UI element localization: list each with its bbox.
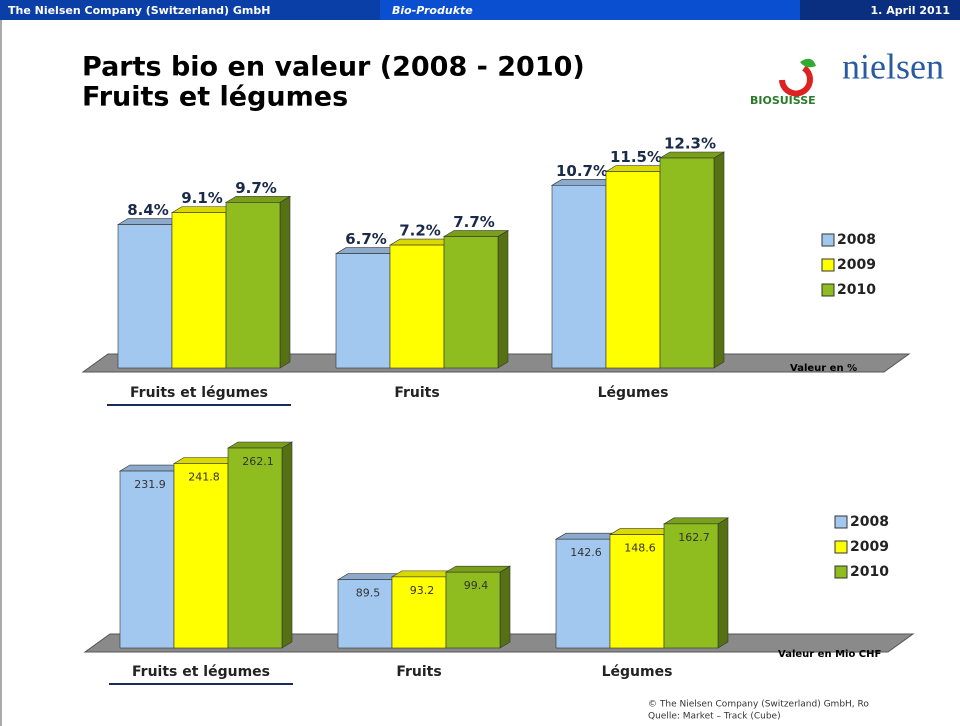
nielsen-logo: nielsen xyxy=(842,46,944,86)
value-label: 231.9 xyxy=(134,478,166,491)
legend-swatch xyxy=(821,233,835,247)
header-left xyxy=(0,0,380,20)
value-label: 8.4% xyxy=(127,201,169,219)
footer-line: © The Nielsen Company (Switzerland) GmbH… xyxy=(648,700,869,710)
category-label: Fruits xyxy=(396,664,441,680)
bar xyxy=(335,253,391,369)
bar xyxy=(551,185,607,369)
bar xyxy=(443,236,499,369)
bar xyxy=(605,171,661,369)
value-label: 12.3% xyxy=(664,135,716,153)
axis-label: Valeur en % xyxy=(790,363,857,374)
header-right xyxy=(800,0,960,20)
value-label: 162.7 xyxy=(678,531,710,544)
biosuisse-logo: BIOSUISSE xyxy=(750,94,816,107)
bar-side xyxy=(279,195,291,369)
value-label: 7.2% xyxy=(399,222,441,240)
bar-side xyxy=(499,565,511,649)
legend-label: 2010 xyxy=(837,282,876,298)
legend-label: 2008 xyxy=(837,232,876,248)
bar-top xyxy=(224,196,292,203)
bar xyxy=(659,157,715,369)
bar-side xyxy=(717,517,729,649)
bar-side xyxy=(497,230,509,369)
legend-swatch xyxy=(821,283,835,297)
category-label: Légumes xyxy=(598,385,669,401)
header-company: The Nielsen Company (Switzerland) GmbH xyxy=(8,4,270,17)
legend-swatch xyxy=(834,565,848,579)
value-label: 262.1 xyxy=(242,455,274,468)
header-section: Bio-Produkte xyxy=(392,4,473,17)
value-label: 9.7% xyxy=(235,179,277,197)
bar xyxy=(445,571,501,649)
value-label: 9.1% xyxy=(181,189,223,207)
legend-label: 2009 xyxy=(837,257,876,273)
bar xyxy=(389,244,445,369)
bar xyxy=(555,538,611,649)
bar xyxy=(173,463,229,649)
category-label: Fruits et légumes xyxy=(130,385,268,401)
bar-side xyxy=(281,441,293,649)
value-label: 89.5 xyxy=(356,587,381,600)
bar-top xyxy=(662,517,730,525)
value-label: 241.8 xyxy=(188,470,220,483)
axis-label: Valeur en Mio CHF xyxy=(778,649,881,660)
category-label: Légumes xyxy=(602,664,673,680)
bar xyxy=(117,224,173,369)
value-label: 93.2 xyxy=(410,584,435,597)
value-label: 148.6 xyxy=(624,542,656,555)
bar-top xyxy=(658,151,726,159)
bar-top xyxy=(444,565,512,573)
bio-logo-leaf xyxy=(800,58,816,68)
header-date: 1. April 2011 xyxy=(871,4,950,17)
category-label: Fruits et légumes xyxy=(132,664,270,680)
bar xyxy=(609,534,665,649)
bar xyxy=(171,212,227,369)
value-label: 7.7% xyxy=(453,213,495,231)
value-label: 6.7% xyxy=(345,230,387,248)
title-line: Parts bio en valeur (2008 - 2010) xyxy=(82,52,585,83)
footer-line: Quelle: Market – Track (Cube) xyxy=(648,712,781,722)
bar-top xyxy=(226,441,294,449)
legend-swatch xyxy=(834,515,848,529)
bar xyxy=(337,579,393,649)
value-label: 142.6 xyxy=(570,546,602,559)
bar-side xyxy=(713,151,725,369)
bar xyxy=(663,523,719,649)
legend-swatch xyxy=(834,540,848,554)
legend-label: 2008 xyxy=(850,514,889,530)
legend-swatch xyxy=(821,258,835,272)
value-label: 10.7% xyxy=(556,162,608,180)
bar xyxy=(119,470,175,649)
category-label: Fruits xyxy=(394,385,439,401)
bar xyxy=(227,447,283,649)
value-label: 99.4 xyxy=(464,579,489,592)
value-label: 11.5% xyxy=(610,148,662,166)
legend-label: 2009 xyxy=(850,539,889,555)
title-line: Fruits et légumes xyxy=(82,82,348,113)
legend-label: 2010 xyxy=(850,564,889,580)
bar xyxy=(225,202,281,369)
bio-logo-mark xyxy=(779,65,813,97)
bar-top xyxy=(442,230,510,237)
